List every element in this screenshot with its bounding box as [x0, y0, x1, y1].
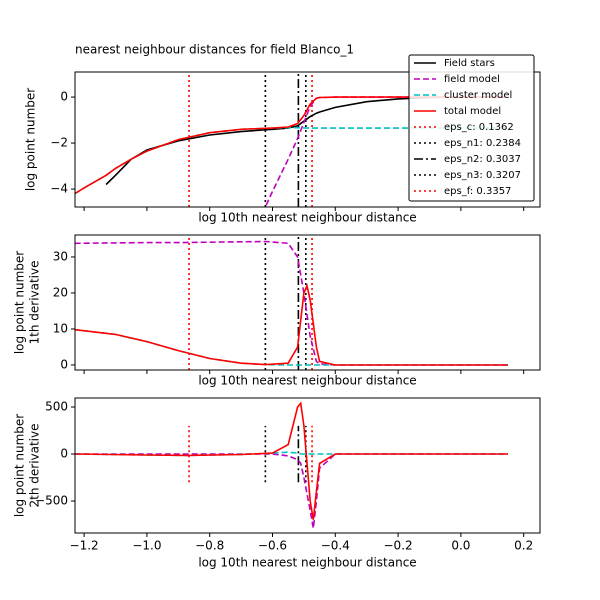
legend-label: Field stars — [444, 58, 495, 69]
series-line — [75, 453, 508, 529]
legend-label: eps_n3: 0.3207 — [444, 170, 521, 181]
y-tick-label: 0 — [60, 357, 68, 371]
legend-label: field model — [444, 74, 500, 85]
y-tick-label: −2 — [50, 136, 68, 150]
y-tick-label: −500 — [35, 494, 68, 508]
y-tick-label: 500 — [45, 400, 68, 414]
axes-frame — [74, 71, 541, 208]
legend-label: eps_c: 0.1362 — [444, 122, 514, 133]
y-tick-label: 0 — [60, 90, 68, 104]
panel: nearest neighbour distances for field Bl… — [24, 43, 541, 225]
legend-label: cluster model — [444, 90, 512, 101]
y-axis-label: log point number — [13, 414, 27, 517]
x-tick-label: −1.2 — [70, 539, 99, 553]
legend-label: total model — [444, 106, 501, 117]
panel: −1.2 −1.0 −0.8 −0.6 −0.4 −0.2 0.0 0.2 −500 0 500 lo… — [13, 397, 541, 570]
x-tick-label: −0.4 — [321, 539, 350, 553]
y-axis-label: log point number — [13, 251, 27, 354]
legend-label: eps_f: 0.3357 — [444, 186, 511, 197]
x-axis-label: log 10th nearest neighbour distance — [198, 556, 416, 570]
y-axis-label: 2th derivative — [28, 423, 42, 507]
y-tick-label: −4 — [50, 182, 68, 196]
legend-label: eps_n2: 0.3037 — [444, 154, 521, 165]
series-line — [75, 240, 508, 366]
y-tick-label: 30 — [53, 249, 68, 263]
x-axis-label: log 10th nearest neighbour distance — [198, 374, 416, 388]
x-tick-label: −1.0 — [132, 539, 161, 553]
series-line — [75, 328, 508, 366]
x-tick-label: −0.2 — [384, 539, 413, 553]
y-tick-label: 20 — [53, 285, 68, 299]
chart-title: nearest neighbour distances for field Bl… — [75, 43, 354, 57]
x-tick-label: −0.8 — [195, 539, 224, 553]
y-tick-label: 10 — [53, 321, 68, 335]
plot-area — [75, 235, 508, 370]
y-axis-label: log point number — [24, 88, 38, 191]
panel: 0 10 20 30 log 10th nearest neighbour distan… — [13, 234, 541, 388]
x-tick-label: 0.0 — [451, 539, 470, 553]
axes-frame — [74, 397, 541, 534]
x-axis-label: log 10th nearest neighbour distance — [198, 211, 416, 225]
legend-label: eps_n1: 0.2384 — [444, 138, 521, 149]
series-line — [75, 96, 508, 195]
x-tick-label: −0.6 — [258, 539, 287, 553]
series-line — [75, 283, 508, 366]
legend-box — [408, 54, 535, 202]
x-tick-label: 0.2 — [514, 539, 533, 553]
axes-frame — [74, 234, 541, 371]
series-line — [75, 401, 508, 520]
y-tick-label: 0 — [60, 447, 68, 461]
plot-area — [75, 401, 508, 529]
y-axis-label: 1th derivative — [28, 260, 42, 344]
